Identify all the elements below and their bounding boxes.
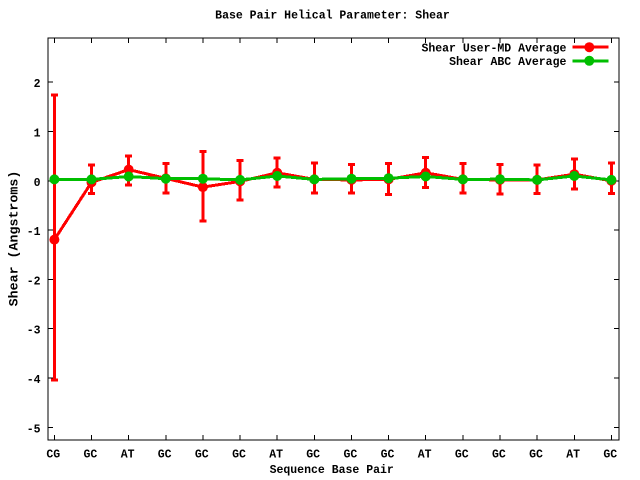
svg-text:Base Pair Helical Parameter: S: Base Pair Helical Parameter: Shear [215, 10, 450, 23]
svg-text:Shear (Angstroms): Shear (Angstroms) [7, 171, 22, 307]
svg-text:-2: -2 [27, 275, 41, 288]
svg-text:GC: GC [306, 449, 320, 462]
svg-text:2: 2 [34, 78, 41, 91]
svg-text:-4: -4 [27, 374, 41, 387]
svg-text:GC: GC [529, 449, 543, 462]
svg-text:Shear User-MD Average: Shear User-MD Average [421, 43, 566, 56]
svg-text:Shear ABC Average: Shear ABC Average [449, 56, 566, 69]
svg-text:CG: CG [46, 449, 60, 462]
svg-text:GC: GC [343, 449, 357, 462]
svg-text:GC: GC [381, 449, 395, 462]
svg-text:-5: -5 [27, 423, 41, 436]
svg-text:AT: AT [121, 449, 135, 462]
svg-text:AT: AT [418, 449, 432, 462]
svg-text:GC: GC [232, 449, 246, 462]
svg-text:GC: GC [158, 449, 172, 462]
svg-text:GC: GC [195, 449, 209, 462]
svg-text:-3: -3 [27, 325, 41, 338]
svg-text:0: 0 [34, 177, 41, 190]
svg-text:GC: GC [83, 449, 97, 462]
svg-text:1: 1 [34, 128, 41, 141]
svg-text:Sequence Base Pair: Sequence Base Pair [270, 464, 394, 477]
svg-text:-1: -1 [27, 226, 41, 239]
svg-text:AT: AT [269, 449, 283, 462]
svg-text:AT: AT [566, 449, 580, 462]
svg-text:GC: GC [603, 449, 617, 462]
svg-text:GC: GC [455, 449, 469, 462]
svg-text:GC: GC [492, 449, 506, 462]
